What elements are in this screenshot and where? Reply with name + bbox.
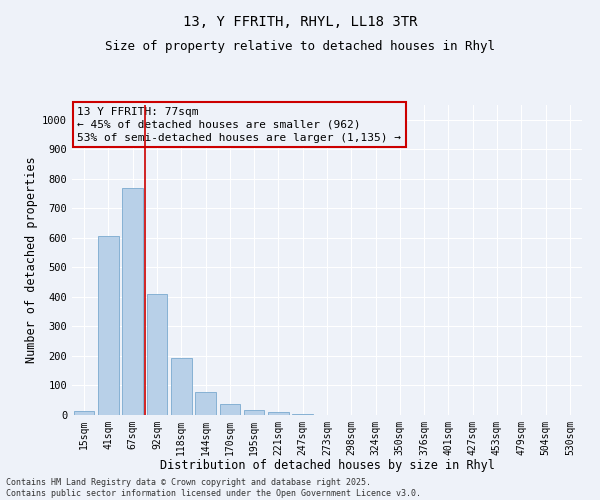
Bar (195, 392, 216, 415)
Bar (171, 358, 191, 415)
Text: 13, Y FFRITH, RHYL, LL18 3TR: 13, Y FFRITH, RHYL, LL18 3TR (183, 15, 417, 29)
Y-axis label: Number of detached properties: Number of detached properties (25, 156, 38, 364)
Bar (292, 414, 313, 415)
Bar (268, 412, 289, 415)
Text: 13 Y FFRITH: 77sqm
← 45% of detached houses are smaller (962)
53% of semi-detach: 13 Y FFRITH: 77sqm ← 45% of detached hou… (77, 106, 401, 143)
Bar (98, 236, 119, 415)
Bar (244, 410, 265, 415)
Text: Size of property relative to detached houses in Rhyl: Size of property relative to detached ho… (105, 40, 495, 53)
Bar (74, 410, 94, 415)
Bar (122, 188, 143, 415)
X-axis label: Distribution of detached houses by size in Rhyl: Distribution of detached houses by size … (160, 460, 494, 472)
Bar (220, 404, 240, 415)
Bar (146, 294, 167, 415)
Text: Contains HM Land Registry data © Crown copyright and database right 2025.
Contai: Contains HM Land Registry data © Crown c… (6, 478, 421, 498)
